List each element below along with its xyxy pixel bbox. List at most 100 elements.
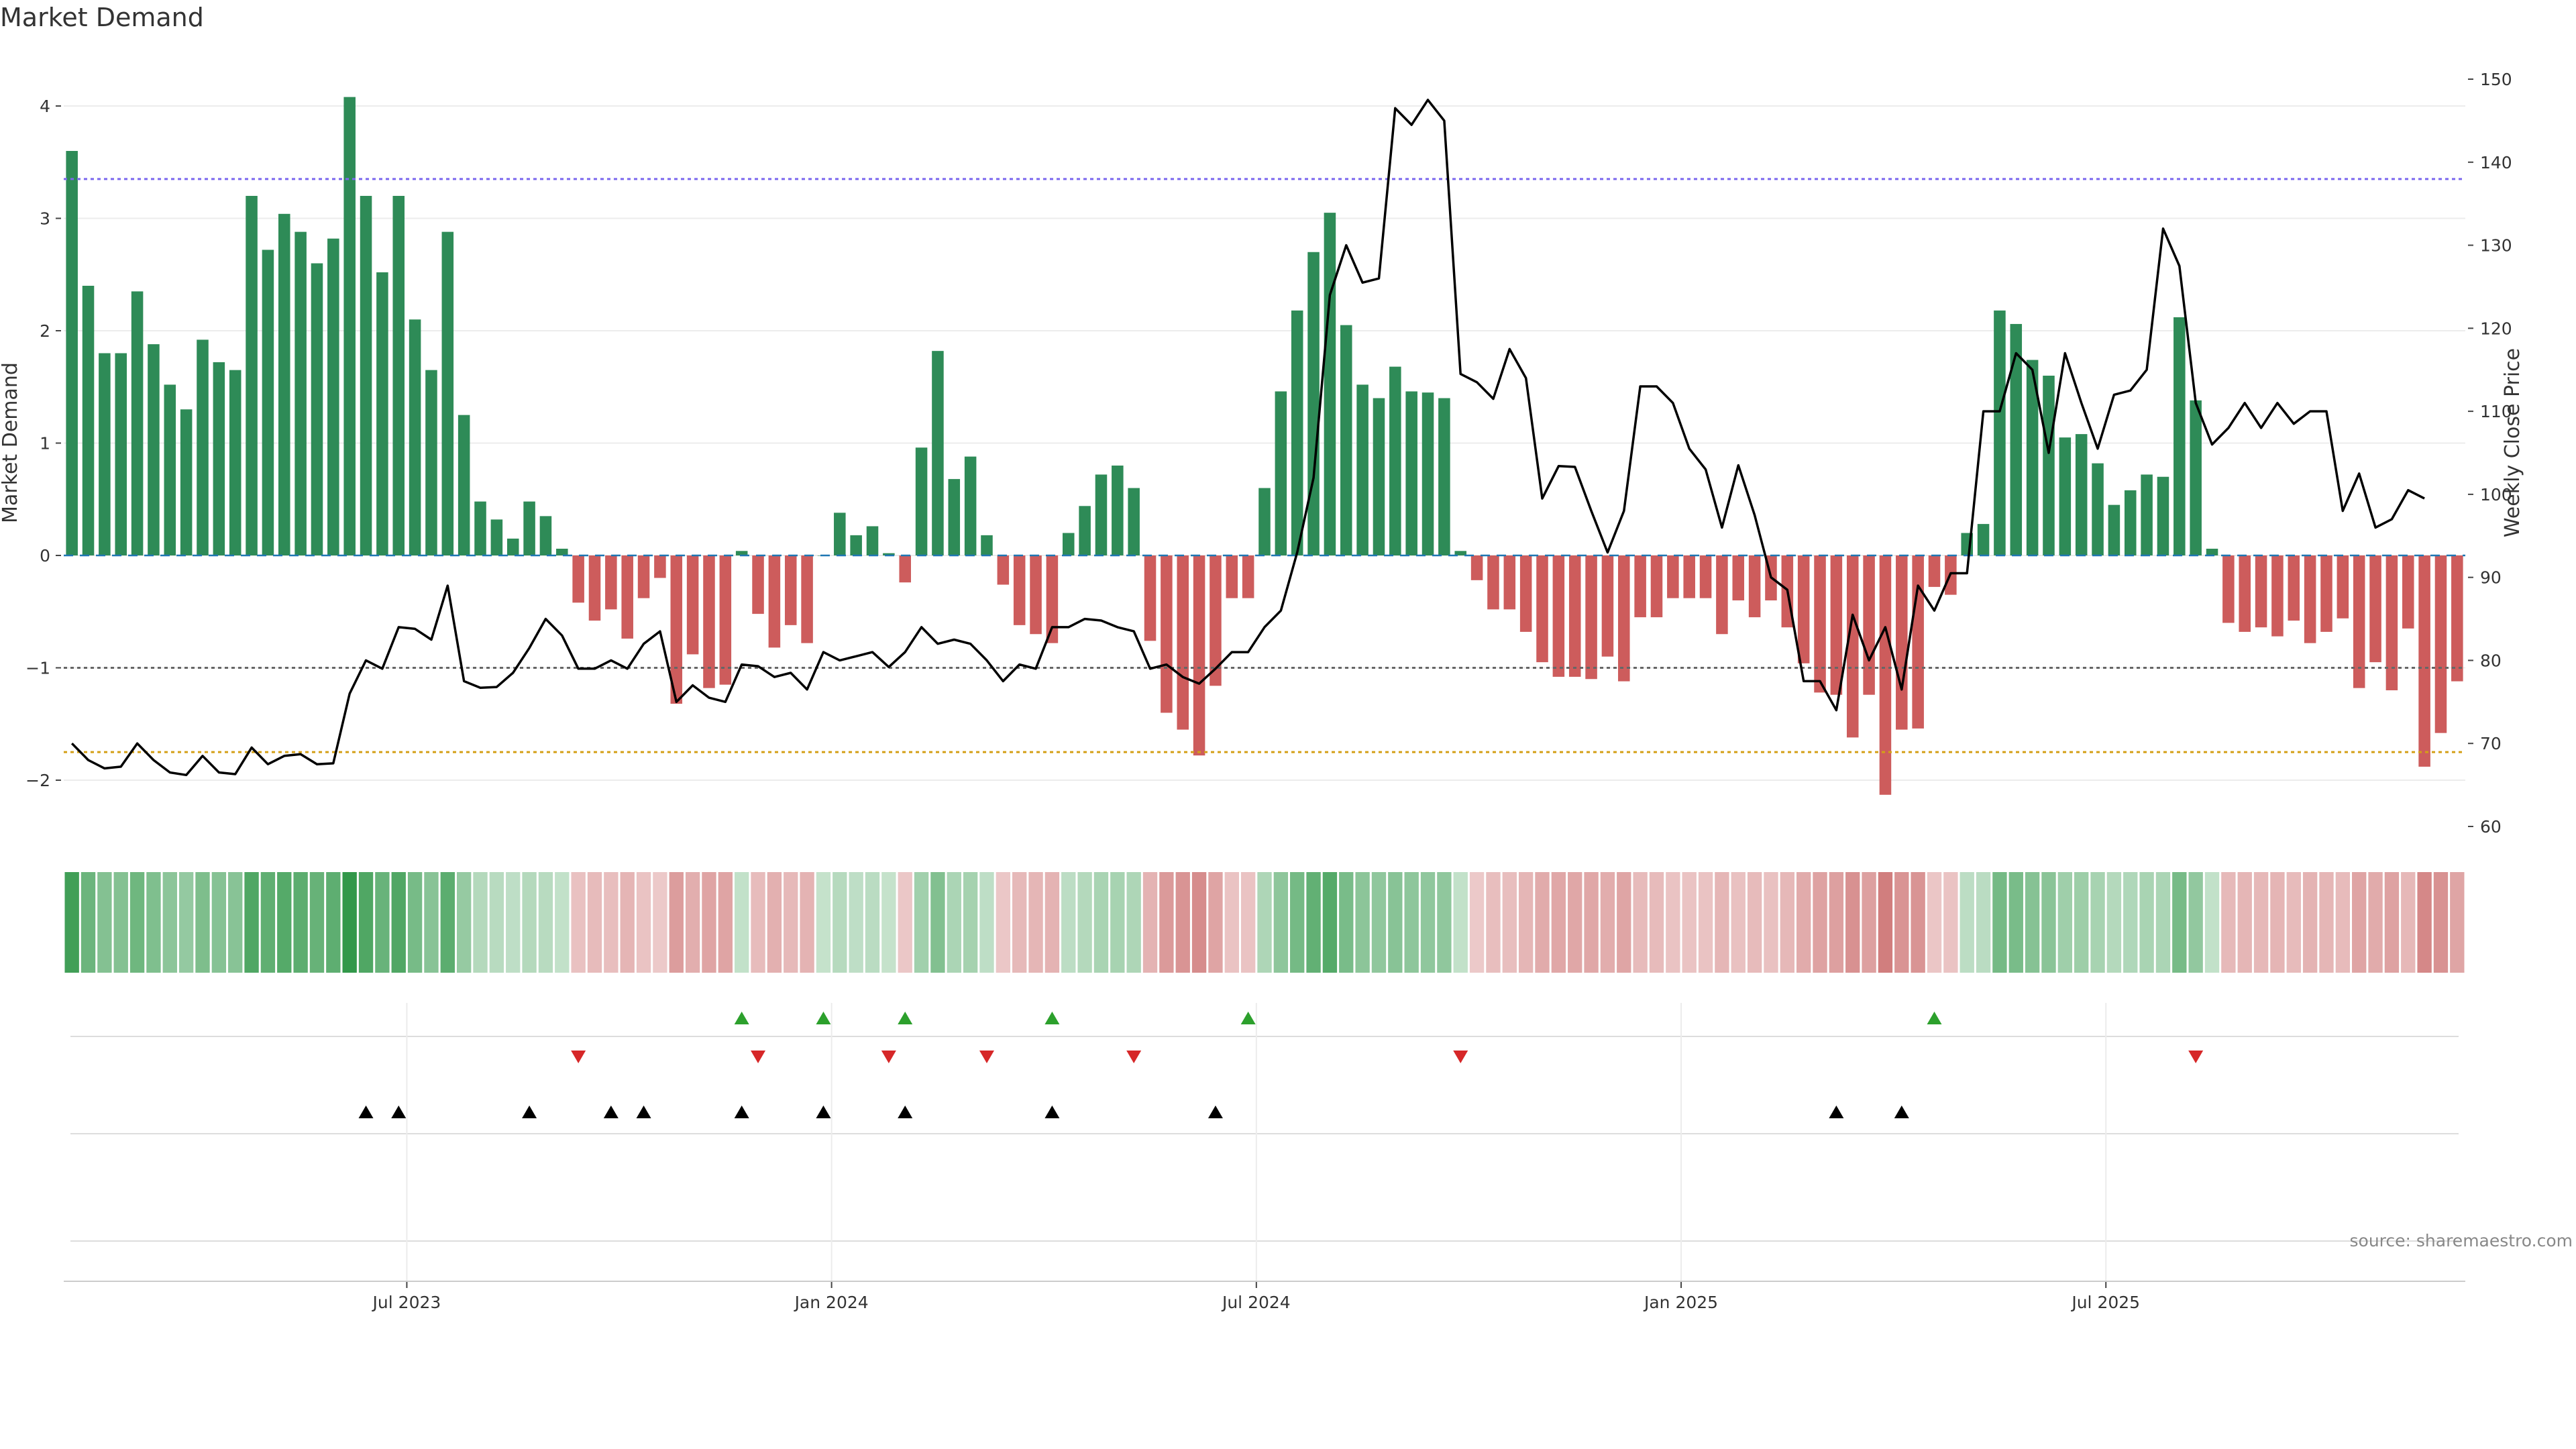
heat-cell [653, 872, 667, 973]
positive-bar [948, 479, 961, 555]
heat-cell [685, 872, 700, 973]
heat-cell [1584, 872, 1599, 973]
y-tick-label: 1 [40, 434, 50, 453]
heat-cell [391, 872, 406, 973]
heat-cell [1535, 872, 1550, 973]
negative-bar [1568, 555, 1581, 677]
heat-cell [914, 872, 929, 973]
y-axis-label: Market Demand [0, 362, 22, 523]
flip-up-marker [1927, 1012, 1942, 1024]
negative-bar [1552, 555, 1565, 677]
flip-up-marker [898, 1012, 913, 1024]
negative-bar [621, 555, 633, 639]
flip-down-marker [881, 1051, 896, 1063]
negative-bar [1536, 555, 1548, 663]
heat-cell [1110, 872, 1125, 973]
negative-bar [1634, 555, 1646, 618]
negative-bar [2369, 555, 2381, 663]
positive-bar [262, 250, 274, 555]
x-tick-label: Jul 2023 [372, 1293, 441, 1312]
negative-bar [2239, 555, 2251, 632]
negative-bar [1650, 555, 1663, 618]
heat-cell [2188, 872, 2203, 973]
heat-cell [1943, 872, 1958, 973]
heat-cell [587, 872, 602, 973]
heat-cell [538, 872, 553, 973]
negative-bar [1863, 555, 1875, 695]
heat-cell [309, 872, 325, 973]
heat-cell [735, 872, 749, 973]
positive-bar [1324, 213, 1336, 555]
positive-bar [229, 370, 241, 555]
heat-cell [2008, 872, 2023, 973]
heat-cell [1682, 872, 1697, 973]
heat-cell [1339, 872, 1354, 973]
heat-cell [1388, 872, 1403, 973]
weekly-close-line [70, 99, 2425, 777]
positive-bar [932, 351, 944, 555]
negative-bar [768, 555, 781, 648]
positive-bar [1389, 366, 1401, 555]
heat-cell [2204, 872, 2220, 973]
heat-cell [1878, 872, 1893, 973]
heat-cell [260, 872, 276, 973]
negative-bar [1487, 555, 1499, 610]
negative-bar [784, 555, 797, 625]
heat-cell [178, 872, 194, 973]
heat-cell [2221, 872, 2236, 973]
x-tick-label: Jul 2024 [1221, 1293, 1291, 1312]
heat-cell [162, 872, 177, 973]
negative-bar [1013, 555, 1026, 625]
negative-bar [1814, 555, 1826, 693]
positive-bar [506, 538, 519, 555]
negative-bar [1470, 555, 1483, 580]
heat-cell [473, 872, 488, 973]
positive-bar [1128, 488, 1140, 555]
heat-cell [1355, 872, 1370, 973]
heat-cell [1224, 872, 1239, 973]
heat-cell [1061, 872, 1076, 973]
x-tick-label: Jul 2025 [2070, 1293, 2140, 1312]
source-label: source: sharemaestro.com [2350, 1231, 2573, 1250]
x-tick-label: Jan 2024 [794, 1293, 869, 1312]
flip-down-marker [571, 1051, 586, 1063]
heat-cell [1796, 872, 1811, 973]
positive-bar [409, 319, 421, 555]
positive-bar [915, 447, 928, 555]
heat-cell [1747, 872, 1762, 973]
heat-cell [1420, 872, 1436, 973]
heat-cell [2401, 872, 2416, 973]
positive-bar [458, 415, 470, 555]
positive-bar [1079, 506, 1091, 555]
y-tick-label: 4 [40, 97, 50, 116]
heat-cell [1191, 872, 1207, 973]
negative-bar [605, 555, 617, 610]
negative-bar [2304, 555, 2316, 643]
heat-cell [211, 872, 227, 973]
heat-cell [358, 872, 374, 973]
negative-bar [1161, 555, 1173, 713]
price-cross-marker [734, 1106, 749, 1118]
negative-bar [2385, 555, 2398, 690]
negative-bar [899, 555, 911, 583]
negative-bar [2222, 555, 2235, 623]
heat-cell [146, 872, 161, 973]
negative-bar [1830, 555, 1843, 695]
negative-bar [2353, 555, 2365, 688]
positive-bar [311, 263, 323, 555]
heat-cell [1633, 872, 1648, 973]
flip-up-marker [1044, 1012, 1060, 1024]
heat-cell [1322, 872, 1338, 973]
heat-cell [1600, 872, 1615, 973]
negative-bar [654, 555, 666, 578]
chart-title: Market Demand [0, 3, 204, 32]
positive-bar [1438, 398, 1450, 555]
positive-bar [964, 456, 977, 555]
positive-bar [392, 196, 405, 555]
positive-bar [523, 501, 535, 555]
heat-cell [1290, 872, 1305, 973]
heat-cell [1093, 872, 1109, 973]
y2-tick-label: 90 [2480, 568, 2502, 588]
negative-bar [1683, 555, 1695, 598]
positive-bar [131, 291, 144, 555]
